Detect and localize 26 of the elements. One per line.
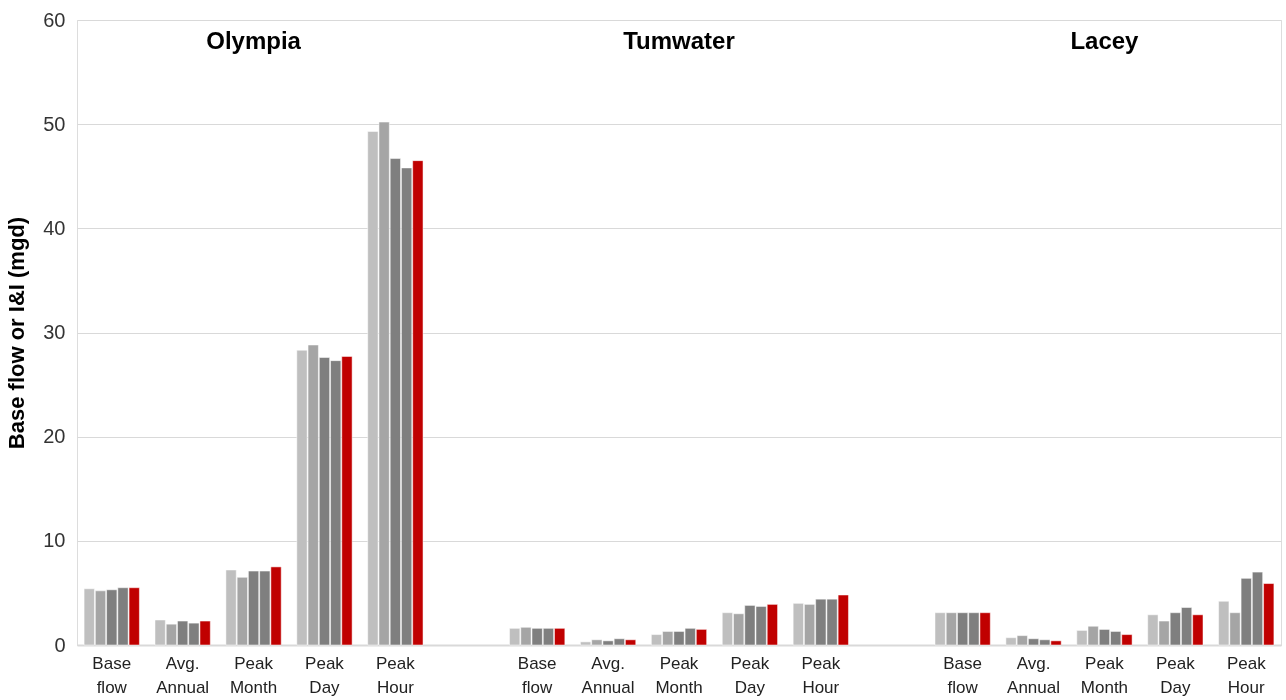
x-tick-label: Base flow — [517, 653, 557, 697]
x-tick-label: Peak Month — [229, 653, 278, 697]
x-tick-label: Base flow — [92, 653, 132, 697]
annotation: Tumwater — [623, 27, 735, 54]
y-axis-title: Base flow or I&I (mgd) — [4, 216, 30, 450]
x-tick-label: Peak Day — [305, 653, 345, 697]
x-tick-label: Peak Hour — [376, 653, 416, 697]
y-tick-label: 40 — [43, 216, 66, 239]
y-tick-label: 60 — [43, 8, 66, 31]
x-tick-label: Base flow — [943, 653, 982, 697]
x-tick-label: Avg. Annual — [581, 653, 635, 697]
y-tick-label: 30 — [43, 321, 66, 343]
x-tick-label: Peak Month — [1080, 653, 1129, 697]
y-tick-label: 20 — [43, 425, 66, 448]
x-tick-label: Avg. Annual — [156, 653, 210, 697]
x-tick-label: Peak Day — [1155, 653, 1196, 697]
x-tick-label: Peak Hour — [1226, 653, 1267, 697]
x-tick-label: Peak Hour — [801, 653, 841, 697]
x-tick-label: Peak Month — [655, 653, 703, 697]
annotation: Olympia — [206, 27, 302, 54]
y-tick-label: 50 — [43, 112, 66, 135]
y-tick-label: 0 — [54, 633, 66, 656]
annotation: Lacey — [1070, 27, 1140, 54]
y-tick-label: 10 — [43, 529, 66, 552]
x-tick-label: Peak Day — [730, 653, 770, 697]
x-tick-label: Avg. Annual — [1007, 653, 1060, 697]
